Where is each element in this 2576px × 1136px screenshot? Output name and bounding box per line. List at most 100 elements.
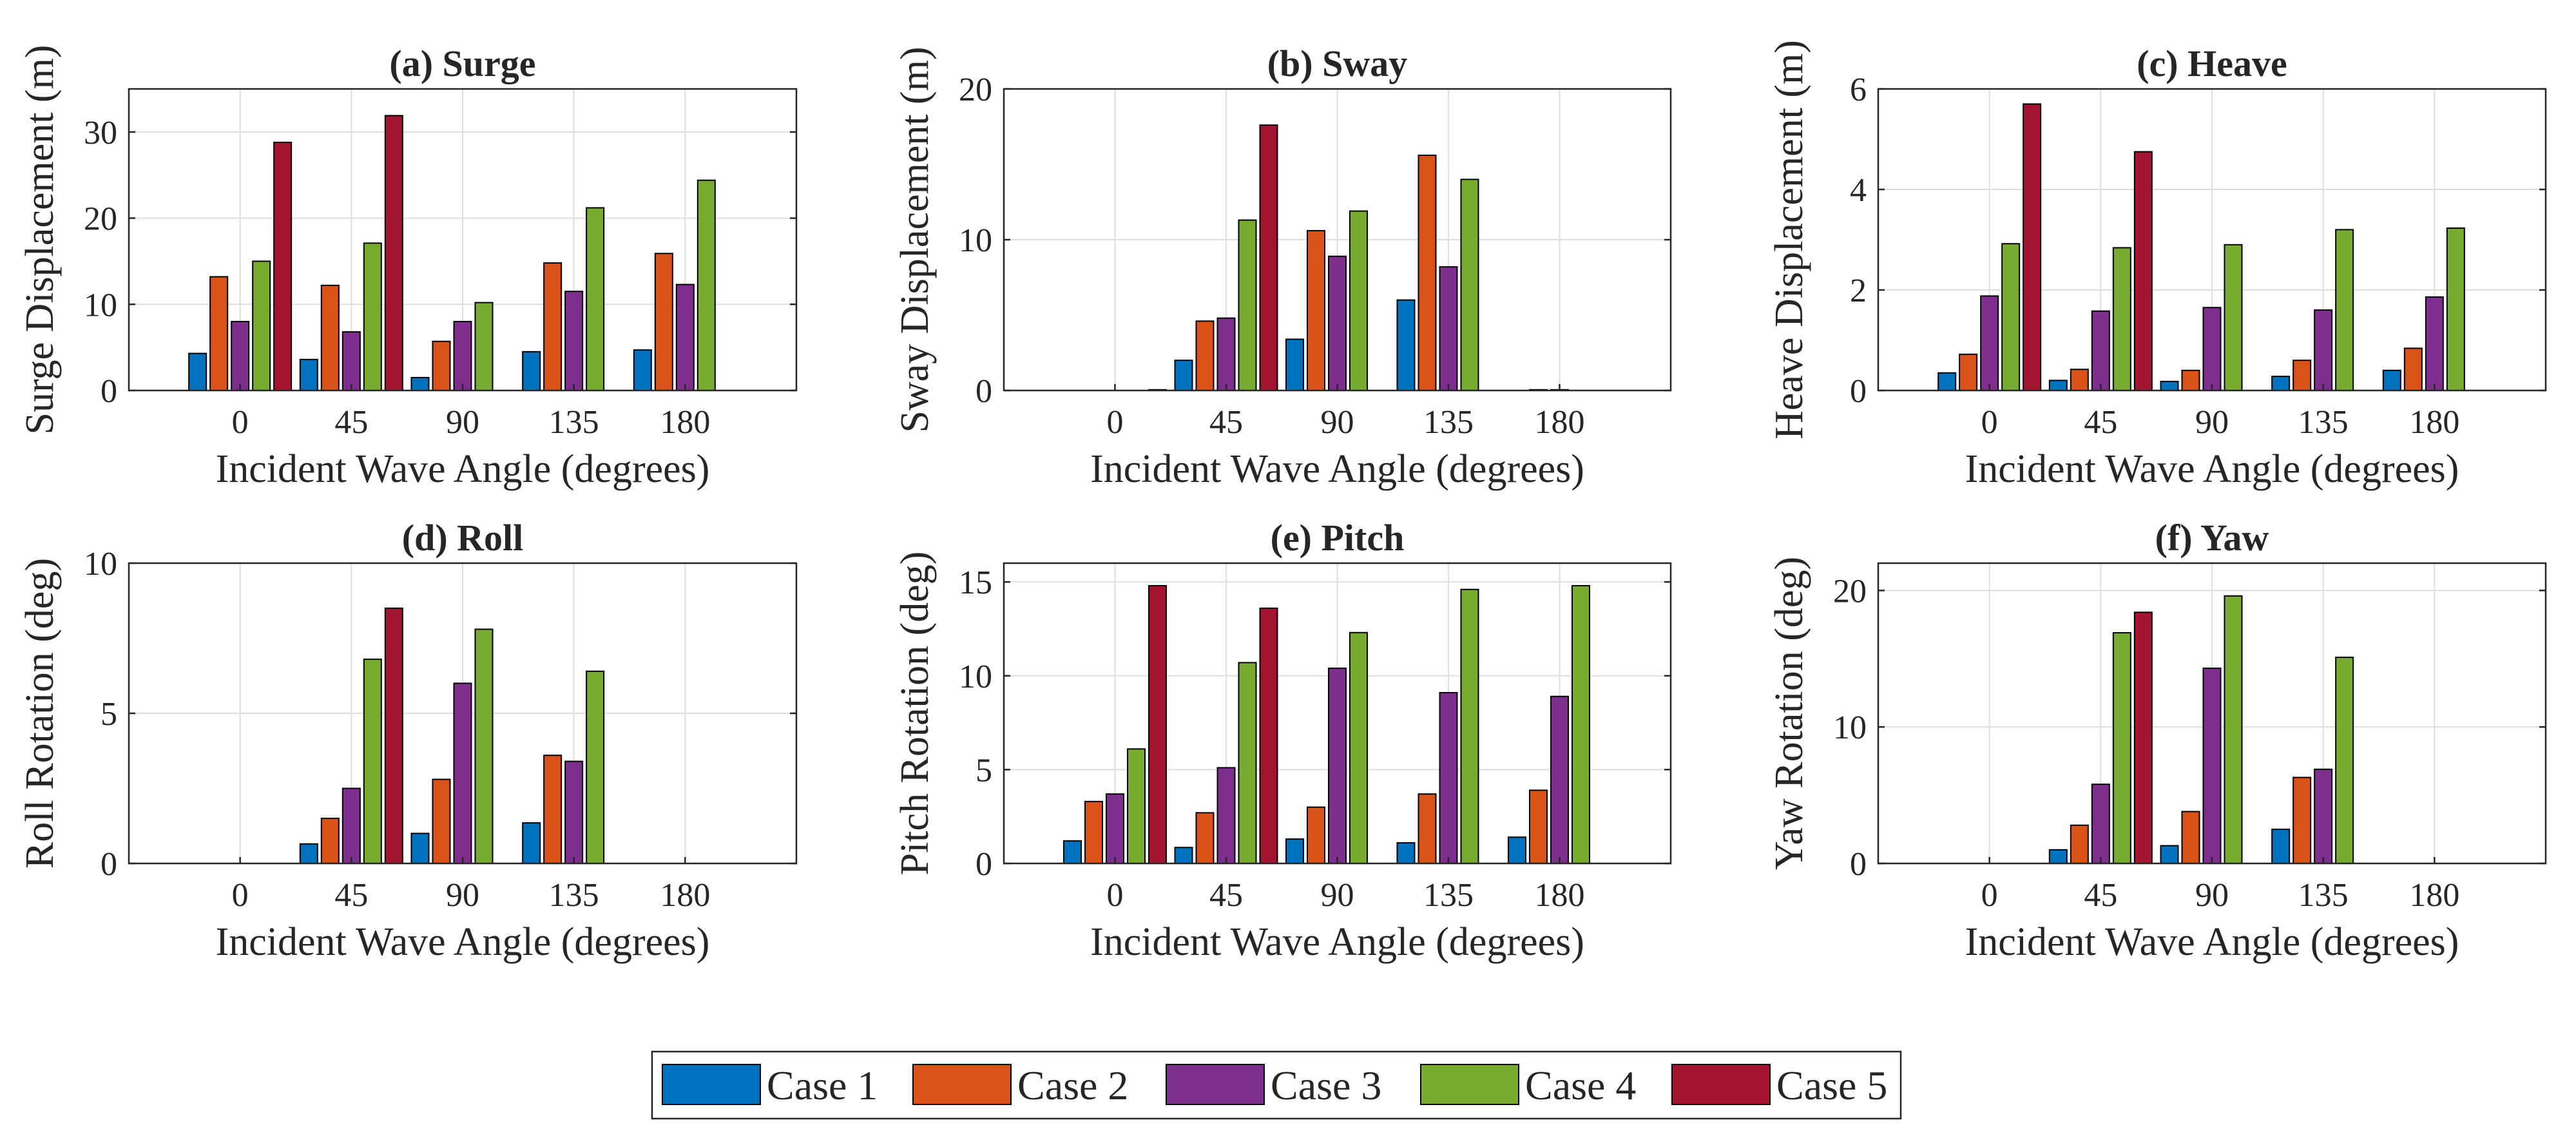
x-tick-label: 45	[334, 877, 368, 914]
panel-pitch: 0 5 10 15 0 45 90 135 180 (e) Pitch Incident Wave …	[893, 517, 1672, 964]
x-tick-label: 45	[2084, 877, 2117, 914]
y-axis-label: Yaw Rotation (deg)	[1767, 557, 1811, 870]
y-tick-label: 10	[959, 659, 992, 695]
bar-case-4-180	[1572, 584, 1590, 864]
bar-case-1-90	[410, 833, 430, 865]
bar-case-3-0	[231, 321, 250, 391]
bar-case-4-45	[363, 659, 382, 864]
bar-case-5-45	[384, 115, 403, 392]
bar-case-4-90	[474, 628, 494, 865]
x-tick-label: 0	[1107, 404, 1124, 441]
bar-case-4-135	[2335, 229, 2354, 391]
legend-label-case-4: Case 4	[1525, 1063, 1636, 1108]
x-tick-label: 180	[1535, 877, 1585, 914]
panel-title: (d) Roll	[402, 517, 524, 559]
legend-swatch-case-4	[1420, 1064, 1519, 1105]
bar-case-4-0	[2001, 243, 2021, 391]
y-tick-label: 10	[1833, 709, 1867, 746]
bar-case-2-45	[1195, 812, 1215, 865]
x-tick-label: 135	[1423, 404, 1474, 441]
x-axis-label: Incident Wave Angle (degrees)	[1090, 447, 1584, 491]
bar-case-1-90	[1285, 838, 1304, 864]
bar-case-3-180	[1550, 695, 1569, 864]
bar-case-4-135	[1460, 588, 1479, 865]
bar-case-2-45	[320, 284, 340, 391]
bar-case-2-180	[2403, 347, 2423, 391]
x-tick-label: 135	[549, 877, 599, 914]
x-tick-label: 90	[1321, 877, 1354, 914]
x-tick-label: 45	[1209, 404, 1243, 441]
legend-swatch-case-2	[912, 1064, 1012, 1105]
bar-case-1-90	[2160, 845, 2179, 864]
bar-case-3-135	[2314, 309, 2333, 392]
y-tick-label: 10	[959, 222, 992, 259]
bar-case-1-135	[522, 351, 541, 391]
bar-case-2-45	[2070, 824, 2089, 865]
bar-case-1-135	[1396, 842, 1416, 865]
bar-case-1-135	[2271, 376, 2291, 391]
y-tick-label: 5	[101, 696, 117, 733]
panel-title: (b) Sway	[1267, 43, 1408, 84]
y-tick-label: 5	[976, 752, 992, 789]
bar-case-1-45	[2048, 380, 2068, 392]
bar-case-2-0	[209, 276, 229, 391]
bar-case-2-90	[2181, 811, 2200, 864]
bar-case-2-135	[543, 262, 562, 391]
bar-case-2-90	[1307, 806, 1325, 864]
bar-case-3-45	[1216, 767, 1236, 865]
bar-case-2-135	[1418, 793, 1437, 865]
legend-label-case-5: Case 5	[1776, 1063, 1887, 1108]
bar-case-3-90	[1328, 255, 1347, 391]
bar-case-2-135	[1418, 154, 1437, 392]
bar-case-1-45	[299, 843, 318, 864]
x-tick-label: 0	[1107, 877, 1124, 914]
bar-case-3-90	[1328, 668, 1347, 864]
bar-case-5-45	[384, 607, 403, 865]
x-tick-label: 0	[1981, 877, 1998, 914]
bar-case-2-0	[1084, 800, 1103, 864]
bar-case-1-135	[522, 822, 541, 864]
bar-case-5-0	[2023, 103, 2042, 391]
bar-case-4-90	[1349, 631, 1368, 864]
x-tick-label: 45	[1209, 877, 1243, 914]
bar-case-4-90	[474, 302, 494, 391]
bar-case-3-45	[1216, 317, 1236, 391]
bar-case-3-90	[2202, 307, 2222, 391]
bar-case-1-0	[188, 352, 207, 392]
bar-case-4-135	[586, 207, 605, 391]
legend-swatch-case-3	[1166, 1064, 1265, 1105]
bar-case-4-135	[1460, 178, 1479, 391]
bar-case-3-45	[341, 787, 361, 864]
bar-case-3-90	[453, 321, 472, 391]
y-tick-label: 0	[976, 373, 992, 410]
bar-case-4-0	[252, 260, 271, 391]
bar-case-4-45	[2112, 247, 2131, 392]
bar-case-3-135	[2314, 768, 2333, 864]
y-tick-label: 0	[976, 846, 992, 883]
y-tick-label: 0	[1850, 846, 1867, 883]
panel-roll: 0 5 10 0 45 90 135 180 (d) Roll Incident Wave Ang…	[18, 517, 798, 964]
bar-case-1-45	[299, 358, 318, 391]
legend-label-case-1: Case 1	[767, 1063, 878, 1108]
y-tick-label: 20	[959, 72, 992, 108]
panel-title: (f) Yaw	[2155, 517, 2269, 559]
y-tick-label: 10	[84, 546, 117, 582]
bar-case-3-135	[564, 291, 584, 391]
bar-case-5-45	[2133, 151, 2153, 391]
x-axis-label: Incident Wave Angle (degrees)	[1090, 920, 1584, 964]
x-axis-label: Incident Wave Angle (degrees)	[1965, 920, 2459, 964]
bar-case-1-90	[2160, 380, 2179, 392]
y-tick-label: 20	[1833, 573, 1867, 610]
bar-case-2-0	[1959, 353, 1978, 392]
legend-swatch-case-1	[662, 1064, 761, 1105]
y-tick-label: 6	[1850, 72, 1867, 108]
y-tick-label: 2	[1850, 273, 1867, 309]
bar-case-3-0	[1980, 295, 1999, 391]
bar-case-2-90	[432, 778, 451, 865]
x-axis-label: Incident Wave Angle (degrees)	[216, 920, 710, 964]
bar-case-4-45	[1238, 219, 1257, 391]
x-tick-label: 0	[1981, 404, 1998, 441]
bar-case-1-0	[1937, 372, 1957, 392]
bar-case-3-45	[2091, 310, 2110, 392]
legend-label-case-2: Case 2	[1017, 1063, 1128, 1108]
